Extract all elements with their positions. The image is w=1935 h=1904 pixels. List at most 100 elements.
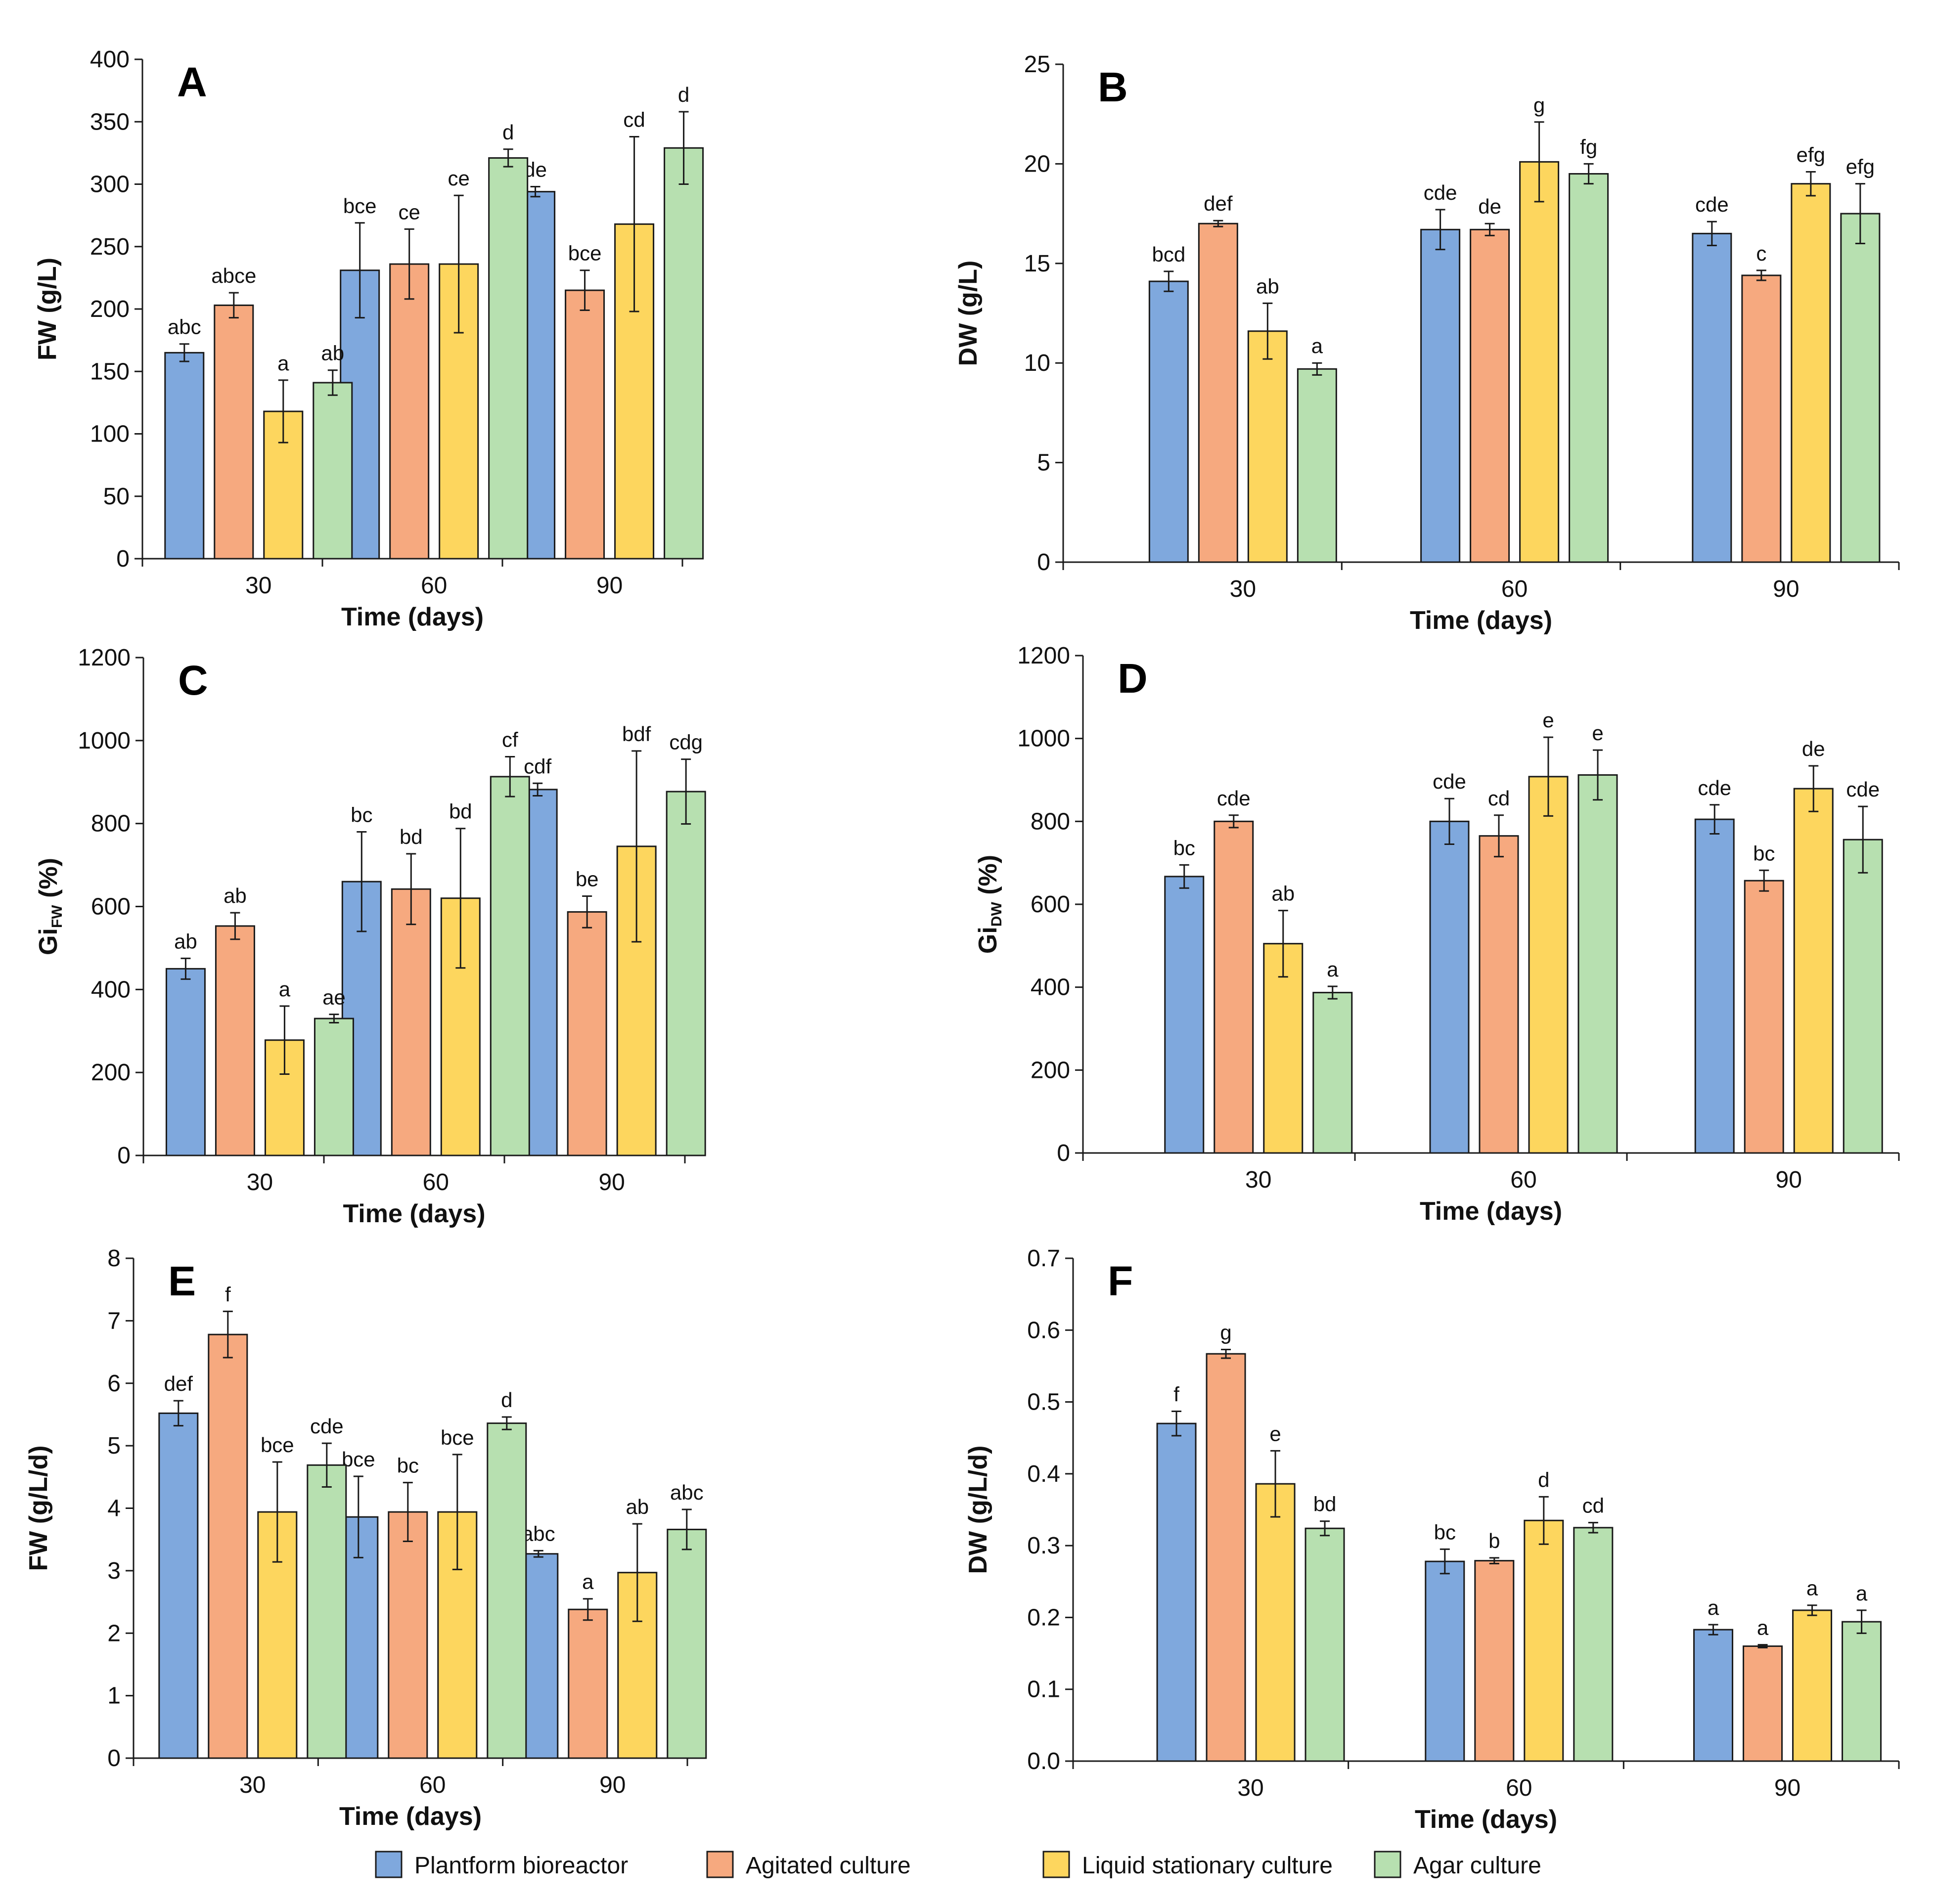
bar [1425, 1560, 1465, 1762]
bar [307, 1464, 347, 1759]
y-tick-label: 0.4 [1027, 1461, 1060, 1487]
panel-d: 0 200 400 600 800 1000 1200 30 60 90 Time (days) Gi… [974, 643, 1900, 1226]
bar [1793, 788, 1834, 1154]
y-axis-title-main: Gi [974, 927, 1002, 954]
significance-letter: a [279, 977, 291, 1001]
x-axis-title: Time (days) [341, 603, 484, 631]
bar [565, 289, 605, 560]
legend-swatch [1374, 1851, 1401, 1878]
bar [1164, 876, 1205, 1154]
y-tick-label: 150 [90, 358, 130, 385]
significance-letter: bce [261, 1433, 294, 1457]
significance-letter: e [1542, 708, 1554, 732]
significance-letter: f [1173, 1382, 1179, 1406]
significance-letter: a [1806, 1577, 1818, 1600]
significance-letter: g [1533, 93, 1545, 117]
significance-letter: ce [399, 200, 420, 223]
y-tick-label: 250 [90, 234, 130, 260]
significance-letter: ab [224, 884, 247, 907]
y-tick-label: 7 [107, 1308, 121, 1334]
bar [1470, 228, 1510, 563]
significance-letter: ab [174, 930, 197, 953]
bar [487, 1422, 527, 1759]
x-tick-label: 30 [239, 1772, 266, 1798]
significance-letter: ab [1271, 882, 1295, 905]
bar [1255, 1483, 1296, 1762]
significance-letter: b [1488, 1529, 1500, 1552]
bar [164, 352, 205, 560]
bar [1420, 228, 1461, 563]
y-tick-label: 100 [90, 421, 130, 447]
y-tick-label: 1 [107, 1683, 121, 1709]
bar [391, 888, 431, 1156]
y-axis-title-subscript: DW [989, 902, 1005, 927]
significance-letter: a [1856, 1582, 1868, 1605]
bar [1744, 880, 1784, 1154]
significance-letter: abc [522, 1522, 555, 1545]
significance-letter: cde [1217, 787, 1251, 810]
legend-label: Agitated culture [746, 1853, 911, 1879]
y-tick-label: 50 [103, 484, 130, 510]
y-tick-label: 5 [1037, 450, 1050, 476]
y-tick-label: 300 [90, 172, 130, 198]
bar [667, 1528, 707, 1759]
y-tick-label: 400 [91, 976, 131, 1003]
panel-letter: D [1118, 655, 1148, 702]
x-tick-label: 90 [596, 573, 623, 599]
bar [1214, 820, 1254, 1154]
significance-letter: d [1538, 1468, 1549, 1491]
significance-letter: d [501, 1388, 512, 1412]
significance-letter: def [1204, 192, 1233, 215]
significance-letter: abc [168, 315, 201, 339]
significance-letter: ab [1256, 274, 1279, 298]
y-tick-label: 1200 [78, 645, 131, 671]
y-tick-label: 0.2 [1027, 1604, 1060, 1631]
x-tick-label: 90 [1773, 576, 1799, 602]
significance-letter: bce [441, 1426, 474, 1449]
y-axis-title: GiFW (%) [34, 858, 65, 955]
y-tick-label: 0 [116, 546, 130, 572]
bar [664, 147, 704, 560]
y-tick-label: 400 [90, 46, 130, 73]
significance-letter: g [1220, 1321, 1231, 1344]
significance-letter: a [582, 1570, 594, 1594]
y-tick-label: 200 [1031, 1057, 1070, 1083]
significance-letter: cd [1582, 1494, 1604, 1517]
bar [1312, 992, 1353, 1154]
panel-c: 0 200 400 600 800 1000 1200 30 60 90 Time (days) Gi… [34, 645, 706, 1228]
x-tick-label: 60 [1510, 1167, 1536, 1193]
bar [1148, 280, 1189, 563]
bar [1692, 232, 1732, 563]
y-tick-label: 8 [107, 1245, 121, 1272]
y-tick-label: 400 [1031, 974, 1070, 1001]
significance-letter: a [1757, 1616, 1769, 1639]
y-tick-label: 20 [1024, 151, 1050, 177]
significance-letter: bce [568, 242, 602, 265]
bar [1474, 1560, 1515, 1762]
x-tick-label: 90 [599, 1772, 626, 1798]
bar [314, 1018, 354, 1156]
x-tick-label: 60 [1506, 1775, 1532, 1801]
significance-letter: bc [1173, 836, 1195, 859]
y-tick-label: 15 [1024, 251, 1050, 277]
y-tick-label: 25 [1024, 51, 1050, 78]
y-tick-label: 0.6 [1027, 1317, 1060, 1343]
bar [440, 897, 481, 1156]
significance-letter: a [1327, 958, 1339, 981]
significance-letter: cdf [524, 754, 551, 778]
y-axis-title-subscript: FW [49, 905, 65, 928]
bar [1519, 161, 1560, 563]
x-axis-title: Time (days) [1410, 606, 1552, 635]
significance-letter: cd [623, 108, 645, 132]
significance-letter: c [1756, 242, 1766, 265]
bar [666, 791, 706, 1156]
significance-letter: d [678, 83, 689, 106]
x-tick-label: 60 [1501, 576, 1528, 602]
y-tick-label: 4 [107, 1496, 121, 1522]
significance-letter: ab [321, 342, 344, 365]
significance-letter: bd [400, 825, 423, 848]
bar [388, 1511, 428, 1759]
y-tick-label: 1200 [1017, 643, 1070, 669]
y-tick-label: 800 [1031, 808, 1070, 835]
y-tick-label: 6 [107, 1371, 121, 1397]
